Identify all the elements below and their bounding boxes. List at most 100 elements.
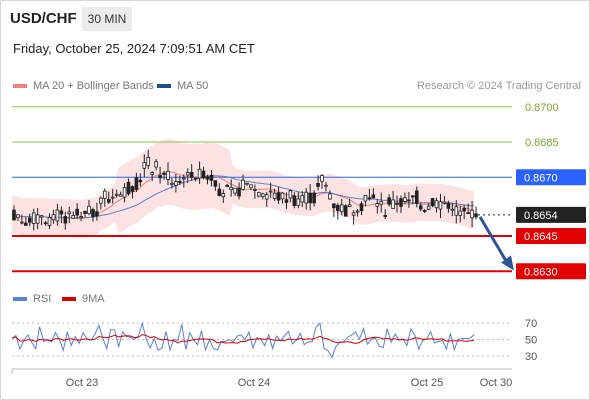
candle-body — [276, 192, 281, 201]
candle-body — [399, 198, 403, 207]
x-tick-oct-25: Oct 25 — [411, 377, 443, 389]
candle-body — [395, 202, 399, 205]
candle-body — [162, 172, 166, 175]
candle-body — [35, 214, 40, 224]
candle-body — [27, 217, 32, 223]
candle-body — [458, 210, 463, 216]
rsi-tick-30: 30 — [525, 351, 537, 363]
candle-body — [253, 189, 257, 191]
candle-body — [24, 222, 28, 226]
candle-body — [446, 202, 451, 209]
candle-body — [292, 195, 297, 207]
candle-body — [300, 194, 305, 203]
candle-body — [280, 192, 285, 200]
candle-body — [201, 170, 206, 179]
candle-body — [249, 184, 253, 189]
candle-body — [233, 187, 237, 194]
candle-body — [87, 205, 91, 215]
candle-body — [79, 216, 83, 218]
candle-body — [197, 168, 202, 179]
legend-rsi-ma: 9MA — [62, 293, 105, 305]
candle-body — [268, 190, 273, 193]
candle-body — [332, 203, 336, 209]
legend-rsi: RSI — [13, 293, 51, 305]
level-label-0.8700: 0.8700 — [525, 102, 559, 114]
candle-body — [126, 181, 131, 194]
candle-body — [375, 203, 380, 207]
candle-body — [31, 212, 36, 224]
credit-text: Research © 2024 Trading Central — [416, 80, 581, 92]
level-label-0.8685: 0.8685 — [525, 137, 559, 149]
pair-title: USD/CHF — [10, 10, 77, 27]
candle-body — [51, 214, 56, 221]
candle-body — [288, 190, 293, 199]
candle-body — [359, 203, 364, 212]
legend-ma50: MA 50 — [157, 80, 208, 92]
candle-body — [209, 175, 214, 181]
legend-ma20: MA 20 + Bollinger Bands — [13, 80, 154, 92]
candle-body — [221, 193, 226, 198]
candle-body — [422, 210, 427, 212]
rsi-tick-70: 70 — [525, 318, 537, 330]
rsi-ma-line — [11, 333, 475, 345]
candle-body — [205, 176, 210, 180]
candle-body — [328, 193, 332, 200]
level-tag-0.8670 — [516, 169, 586, 186]
level-label-0.8645: 0.8645 — [524, 231, 558, 243]
candle-body — [264, 194, 269, 200]
candle-body — [462, 207, 466, 212]
candle-body — [106, 198, 111, 203]
candle-body — [411, 195, 415, 198]
candle-body — [241, 179, 245, 190]
candle-body — [150, 172, 154, 175]
candle-body — [257, 192, 261, 197]
rsi-label: RSI — [33, 293, 52, 305]
candle-body — [75, 208, 79, 216]
candle-body — [379, 201, 384, 205]
candle-body — [174, 181, 178, 186]
candle-body — [351, 212, 356, 216]
timeframe-badge[interactable]: 30 MIN — [82, 7, 132, 31]
candle-body — [403, 197, 407, 202]
candle-body — [383, 215, 387, 217]
candle-body — [426, 205, 431, 210]
candle-body — [130, 186, 135, 193]
candle-body — [170, 182, 174, 185]
candle-body — [296, 198, 301, 206]
rsi-tick-50: 50 — [525, 335, 537, 347]
candle-body — [237, 187, 241, 197]
candle-body — [134, 177, 139, 190]
candle-body — [339, 204, 344, 213]
x-tick-oct-23: Oct 23 — [66, 377, 98, 389]
candle-body — [438, 201, 443, 210]
candle-body — [245, 182, 249, 185]
candle-body — [83, 210, 87, 214]
rsi-ma-swatch — [62, 297, 76, 301]
candle-body — [347, 204, 352, 207]
rsi-swatch — [13, 297, 27, 301]
candle-body — [229, 187, 233, 191]
candle-body — [189, 172, 194, 178]
candle-body — [387, 197, 391, 205]
level-tag-0.8654 — [516, 206, 586, 223]
candle-body — [371, 194, 376, 199]
chart-datetime: Friday, October 25, 2024 7:09:51 AM CET — [13, 41, 255, 56]
ma20-label: MA 20 + Bollinger Bands — [33, 80, 154, 92]
candle-body — [138, 179, 143, 183]
candle-body — [110, 196, 115, 199]
candle-body — [434, 200, 439, 209]
projection-arrow — [478, 216, 509, 264]
candle-body — [142, 162, 147, 169]
candle-body — [99, 197, 103, 204]
candle-body — [178, 181, 182, 183]
candle-body — [154, 161, 158, 168]
candle-body — [71, 215, 76, 219]
candle-body — [367, 197, 372, 200]
rsi-line — [11, 321, 475, 359]
candle-body — [12, 209, 16, 221]
candle-body — [63, 216, 68, 224]
candle-body — [55, 209, 60, 222]
candle-body — [91, 209, 95, 218]
level-tag-0.8645 — [516, 228, 586, 244]
